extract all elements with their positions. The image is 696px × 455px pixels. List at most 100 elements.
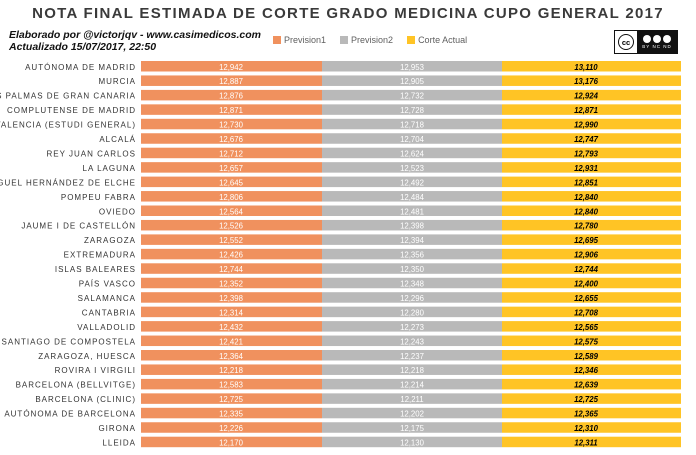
data-label: 12,887 xyxy=(219,77,243,86)
bar-prevision1 xyxy=(141,422,322,433)
data-label: 12,350 xyxy=(400,265,425,274)
data-label: 12,747 xyxy=(574,135,599,144)
nd-icon xyxy=(663,35,671,43)
data-label: 12,356 xyxy=(400,251,424,260)
bar-prevision1 xyxy=(141,306,322,318)
category-label: SANTIAGO DE COMPOSTELA xyxy=(2,337,136,346)
data-label: 12,695 xyxy=(574,236,599,245)
bar-prevision2 xyxy=(322,205,502,216)
data-label: 12,175 xyxy=(400,424,425,433)
bar-prevision2 xyxy=(322,133,502,144)
bar-prevision2 xyxy=(322,364,502,375)
bar-prevision1 xyxy=(141,248,322,260)
bar-prevision1 xyxy=(141,162,322,173)
bar-prevision1 xyxy=(141,61,322,72)
data-label: 12,806 xyxy=(219,193,243,202)
data-label: 12,840 xyxy=(574,193,599,202)
legend-label: Prevision1 xyxy=(284,35,327,45)
bar-corte-actual xyxy=(502,89,681,101)
legend-swatch xyxy=(407,36,416,44)
data-label: 12,780 xyxy=(574,222,599,231)
bar-prevision2 xyxy=(322,147,502,159)
category-label: AUTÓNOMA DE MADRID xyxy=(25,63,136,72)
category-label: BARCELONA (BELLVITGE) xyxy=(16,381,136,390)
bar-corte-actual xyxy=(502,393,681,404)
bar-prevision1 xyxy=(141,176,322,188)
bar-prevision1 xyxy=(141,335,322,347)
bar-prevision2 xyxy=(322,219,502,231)
category-label: LA LAGUNA xyxy=(83,164,136,173)
bar-prevision1 xyxy=(141,147,322,159)
bar-prevision2 xyxy=(322,292,502,303)
bar-corte-actual xyxy=(502,407,681,419)
bar-corte-actual xyxy=(502,75,681,86)
bar-prevision2 xyxy=(322,89,502,101)
data-label: 12,314 xyxy=(219,308,244,317)
bar-prevision1 xyxy=(141,118,322,130)
bar-prevision1 xyxy=(141,89,322,101)
data-label: 12,202 xyxy=(400,410,424,419)
category-label: ISLAS BALEARES xyxy=(55,265,136,274)
bar-corte-actual xyxy=(502,104,681,115)
data-label: 12,624 xyxy=(400,149,425,158)
bar-corte-actual xyxy=(502,61,681,72)
bar-corte-actual xyxy=(502,133,681,144)
nc-icon xyxy=(653,35,661,43)
data-label: 12,237 xyxy=(400,352,424,361)
bar-prevision2 xyxy=(322,104,502,115)
bar-prevision1 xyxy=(141,277,322,289)
category-label: COMPLUTENSE DE MADRID xyxy=(7,106,136,115)
data-label: 12,730 xyxy=(219,121,244,130)
bar-prevision1 xyxy=(141,263,322,274)
bar-prevision1 xyxy=(141,393,322,404)
bar-corte-actual xyxy=(502,335,681,347)
bar-prevision1 xyxy=(141,350,322,361)
bar-prevision1 xyxy=(141,75,322,86)
bar-prevision2 xyxy=(322,422,502,433)
bar-prevision1 xyxy=(141,104,322,115)
data-label: 13,176 xyxy=(574,77,599,86)
category-label: ZARAGOZA xyxy=(84,236,136,245)
bar-corte-actual xyxy=(502,422,681,433)
data-label: 12,346 xyxy=(574,366,599,375)
data-label: 12,704 xyxy=(400,135,425,144)
bar-prevision2 xyxy=(322,248,502,260)
chart-legend: Prevision1 Prevision2 Corte Actual xyxy=(273,35,481,45)
bar-corte-actual xyxy=(502,277,681,289)
by-icon xyxy=(643,35,651,43)
bar-corte-actual xyxy=(502,350,681,361)
author-credit: Elaborado por @victorjqv - www.casimedic… xyxy=(9,29,261,41)
data-label: 12,211 xyxy=(400,395,423,404)
data-label: 12,712 xyxy=(219,149,243,158)
data-label: 12,871 xyxy=(574,106,598,115)
data-label: 12,657 xyxy=(219,164,243,173)
legend-label: Prevision2 xyxy=(351,35,394,45)
data-label: 12,876 xyxy=(219,92,243,101)
data-label: 12,400 xyxy=(574,280,599,289)
data-label: 12,589 xyxy=(574,352,599,361)
bar-corte-actual xyxy=(502,191,681,202)
bar-corte-actual xyxy=(502,234,681,245)
updated-timestamp: Actualizado 15/07/2017, 22:50 xyxy=(9,41,157,53)
data-label: 12,364 xyxy=(219,352,244,361)
data-label: 12,365 xyxy=(574,410,599,419)
bar-corte-actual xyxy=(502,118,681,130)
data-label: 12,421 xyxy=(219,337,243,346)
bar-prevision2 xyxy=(322,335,502,347)
data-label: 12,426 xyxy=(219,251,243,260)
data-label: 12,851 xyxy=(574,178,598,187)
category-label: REY JUAN CARLOS xyxy=(46,149,136,158)
category-label: JAUME I DE CASTELLÓN xyxy=(21,222,136,231)
bar-corte-actual xyxy=(502,248,681,260)
bar-corte-actual xyxy=(502,176,681,188)
data-label: 12,708 xyxy=(574,308,599,317)
data-label: 12,273 xyxy=(400,323,424,332)
bar-prevision2 xyxy=(322,263,502,274)
legend-item-prevision1: Prevision1 xyxy=(273,35,326,45)
data-label: 12,718 xyxy=(400,121,424,130)
category-label: ALCALÁ xyxy=(99,135,136,144)
data-label: 12,552 xyxy=(219,236,243,245)
data-label: 12,311 xyxy=(574,438,597,447)
data-label: 12,732 xyxy=(400,92,424,101)
legend-item-prevision2: Prevision2 xyxy=(340,35,393,45)
